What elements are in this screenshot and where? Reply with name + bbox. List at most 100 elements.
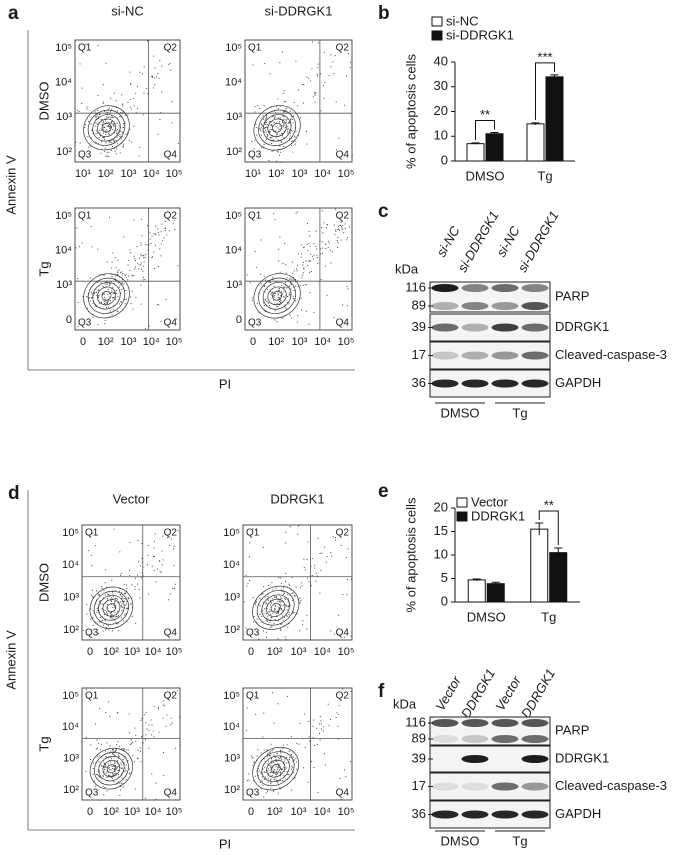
event-dot — [97, 774, 99, 776]
x-tick-label: Tg — [541, 609, 556, 624]
event-dot — [286, 277, 288, 279]
event-dot — [133, 275, 135, 277]
error-bar — [535, 522, 544, 536]
event-dot — [99, 274, 101, 276]
event-dot — [312, 737, 314, 739]
event-dot — [324, 265, 326, 267]
event-dot — [309, 292, 311, 294]
event-dot — [104, 298, 106, 300]
group-label: DMSO — [441, 833, 480, 848]
event-dot — [128, 773, 130, 775]
event-dot — [113, 753, 115, 755]
event-dot — [148, 724, 150, 726]
event-dot — [91, 130, 93, 132]
event-dot — [106, 114, 108, 116]
event-dot — [288, 278, 290, 280]
event-dot — [296, 613, 298, 615]
event-dot — [308, 230, 310, 232]
event-dot — [297, 89, 299, 91]
event-dot — [100, 603, 102, 605]
event-dot — [121, 610, 123, 612]
event-dot — [111, 314, 113, 316]
event-dot — [102, 127, 104, 129]
event-dot — [287, 118, 289, 120]
event-dot — [338, 614, 340, 616]
event-dot — [270, 750, 272, 752]
event-dot — [285, 638, 287, 640]
event-dot — [274, 219, 276, 221]
event-dot — [142, 276, 144, 278]
event-dot — [117, 282, 119, 284]
event-dot — [140, 262, 142, 264]
event-dot — [164, 705, 166, 707]
event-dot — [271, 750, 273, 752]
event-dot — [267, 280, 269, 282]
event-dot — [102, 774, 104, 776]
event-dot — [293, 280, 295, 282]
event-dot — [266, 608, 268, 610]
event-dot — [319, 73, 321, 75]
event-dot — [102, 274, 104, 276]
event-dot — [111, 616, 113, 618]
event-dot — [279, 145, 281, 147]
event-dot — [344, 104, 346, 106]
event-dot — [177, 143, 179, 145]
event-dot — [316, 73, 318, 75]
event-dot — [159, 571, 161, 573]
event-dot — [121, 94, 123, 96]
event-dot — [128, 275, 130, 277]
event-dot — [315, 580, 317, 582]
event-dot — [119, 574, 121, 576]
event-dot — [141, 572, 143, 574]
event-dot — [114, 278, 116, 280]
event-dot — [140, 736, 142, 738]
lane-label: Vector — [432, 673, 464, 713]
event-dot — [97, 44, 99, 46]
event-dot — [87, 292, 89, 294]
contour — [262, 282, 292, 310]
event-dot — [303, 246, 305, 248]
event-dot — [291, 757, 293, 759]
event-dot — [162, 535, 164, 537]
event-dot — [168, 230, 170, 232]
event-dot — [134, 266, 136, 268]
event-dot — [270, 787, 272, 789]
event-dot — [259, 153, 261, 155]
event-dot — [177, 265, 179, 267]
event-dot — [298, 525, 300, 527]
quadrant-label: Q1 — [248, 43, 262, 54]
event-dot — [104, 750, 106, 752]
event-dot — [280, 582, 282, 584]
event-dot — [151, 257, 153, 259]
event-dot — [277, 792, 279, 794]
event-dot — [275, 773, 277, 775]
event-dot — [258, 638, 260, 640]
event-dot — [142, 735, 144, 737]
event-dot — [268, 772, 270, 774]
event-dot — [290, 118, 292, 120]
event-dot — [344, 636, 346, 638]
event-dot — [264, 760, 266, 762]
event-dot — [118, 776, 120, 778]
event-dot — [291, 765, 293, 767]
event-dot — [308, 323, 310, 325]
event-dot — [94, 304, 96, 306]
event-dot — [135, 92, 137, 94]
event-dot — [111, 115, 113, 117]
event-dot — [112, 598, 114, 600]
event-dot — [279, 154, 281, 156]
event-dot — [120, 272, 122, 274]
event-dot — [131, 603, 133, 605]
event-dot — [151, 734, 153, 736]
event-dot — [172, 223, 174, 225]
event-dot — [135, 296, 137, 298]
event-dot — [108, 306, 110, 308]
event-dot — [114, 754, 116, 756]
event-dot — [337, 725, 339, 727]
event-dot — [118, 269, 120, 271]
event-dot — [112, 765, 114, 767]
y-tick-label: 10⁴ — [55, 77, 72, 89]
quadrant-label: Q4 — [336, 788, 350, 799]
event-dot — [123, 749, 125, 751]
event-dot — [279, 117, 281, 119]
